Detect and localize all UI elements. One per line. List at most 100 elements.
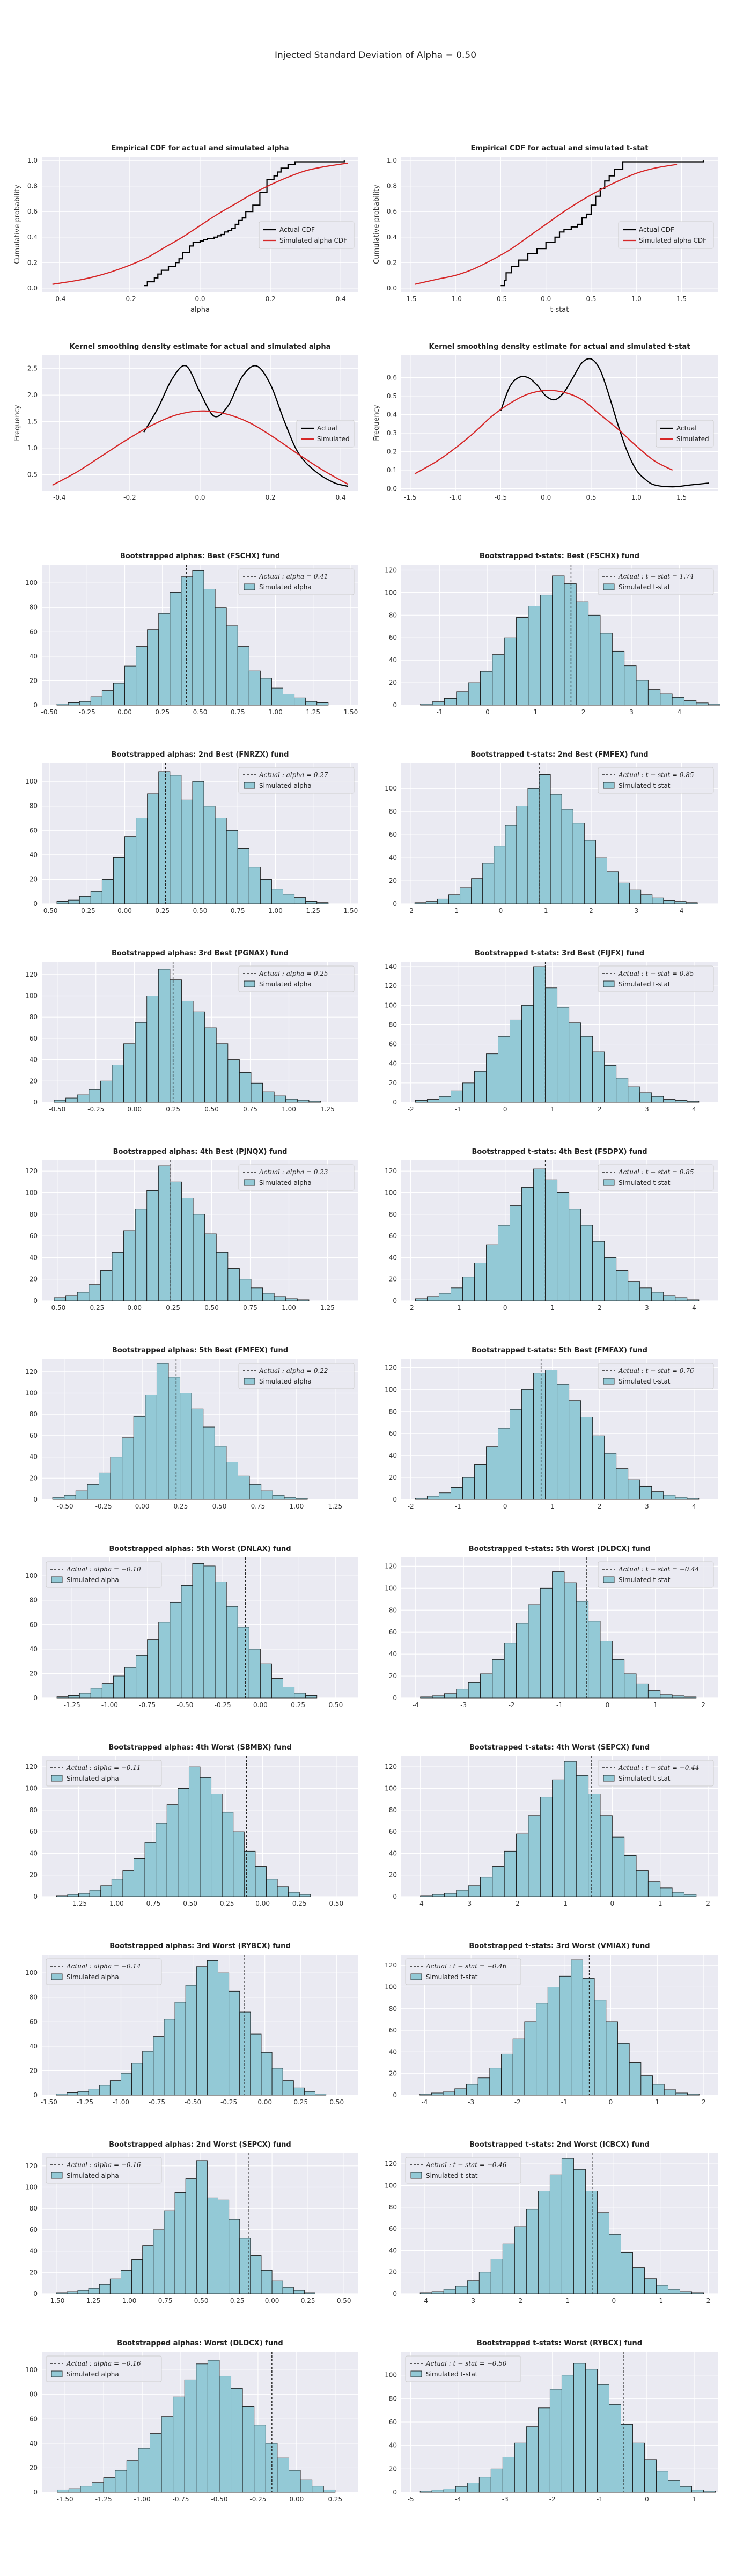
x-tick-label: 0.75 — [251, 1503, 266, 1510]
histogram-bar — [121, 2270, 132, 2294]
y-tick-label: 40 — [389, 854, 397, 861]
y-tick-label: 60 — [30, 1828, 38, 1835]
histogram-bar — [293, 2290, 305, 2294]
x-tick-label: -0.25 — [87, 1304, 104, 1312]
legend-box — [598, 767, 714, 794]
x-tick-label: 0.00 — [117, 708, 132, 716]
histogram-bar — [592, 1241, 605, 1301]
y-axis-label: Cumulative probability — [13, 185, 21, 264]
y-tick-label: 60 — [389, 634, 397, 641]
histogram-bar — [294, 897, 306, 904]
histogram-bar — [482, 863, 495, 904]
histogram-bar — [576, 1775, 589, 1897]
x-tick-label: 0.50 — [204, 1304, 219, 1312]
y-tick-label: 40 — [389, 1650, 397, 1658]
histogram-bar — [121, 2073, 132, 2096]
histogram-bar — [274, 1095, 286, 1103]
y-tick-label: 0 — [393, 900, 397, 908]
legend-label: Actual CDF — [639, 226, 674, 233]
x-tick-label: -0.25 — [95, 1503, 112, 1510]
histogram-bar — [660, 1694, 673, 1699]
legend-label: Actual — [317, 425, 337, 432]
x-tick-label: 0.25 — [155, 907, 170, 914]
histogram-bar — [237, 646, 249, 706]
x-tick-label: 0.4 — [336, 295, 346, 303]
y-tick-label: 60 — [30, 826, 38, 834]
x-tick-label: 1.25 — [320, 1304, 335, 1312]
panel-title: Empirical CDF for actual and simulated a… — [112, 144, 289, 152]
x-tick-label: -4 — [417, 1900, 424, 1907]
y-tick-label: 40 — [30, 2440, 38, 2447]
histogram-bar — [426, 1099, 439, 1103]
histogram-bar — [90, 1688, 102, 1699]
x-tick-label: -0.25 — [87, 1106, 104, 1113]
y-tick-label: 100 — [25, 778, 38, 785]
y-tick-label: 60 — [389, 1828, 397, 1835]
histogram-bar — [612, 1836, 625, 1897]
histogram-bar — [640, 2075, 653, 2096]
y-tick-label: 0.3 — [387, 429, 397, 437]
x-tick-label: 1.50 — [344, 907, 358, 914]
x-tick-label: -4 — [455, 2496, 461, 2503]
legend-swatch — [244, 1179, 255, 1186]
y-tick-label: 0.4 — [27, 233, 38, 241]
histogram-bar — [64, 1495, 76, 1500]
x-tick-label: 0.00 — [135, 1503, 150, 1510]
y-tick-label: 80 — [389, 2005, 397, 2012]
histogram-bar — [88, 2288, 100, 2294]
panel-title: Bootstrapped t-stats: Best (FSCHX) fund — [480, 552, 639, 560]
histogram-bar — [142, 2051, 154, 2096]
x-tick-label: -1.50 — [48, 2297, 64, 2304]
y-tick-label: 60 — [30, 1035, 38, 1042]
histogram-bar — [552, 1779, 565, 1897]
series-line — [414, 390, 673, 474]
histogram-bar — [250, 2255, 262, 2294]
histogram-bar — [561, 2158, 574, 2294]
histogram-bar — [56, 1696, 69, 1699]
histogram-bar — [133, 1416, 146, 1500]
histogram-bar — [573, 2363, 586, 2493]
x-tick-label: 1.25 — [306, 907, 320, 914]
histogram-bar — [456, 1689, 469, 1699]
legend-swatch — [410, 2172, 422, 2179]
legend-swatch — [51, 2370, 63, 2377]
histogram-bar — [144, 1842, 157, 1897]
histogram-bar — [528, 606, 541, 706]
x-tick-label: -0.50 — [49, 1304, 65, 1312]
histogram-bar — [674, 901, 687, 904]
histogram-bar — [443, 2489, 456, 2493]
x-tick-label: 0.2 — [266, 295, 276, 303]
legend-label: Actual : alpha = −0.16 — [66, 2360, 141, 2367]
x-tick-label: 4 — [692, 1106, 696, 1113]
x-tick-label: -0.50 — [41, 907, 58, 914]
histogram-bar — [238, 1475, 250, 1500]
histogram-bar — [609, 2404, 621, 2493]
y-tick-label: 80 — [389, 2395, 397, 2402]
histogram-bar — [533, 1168, 546, 1301]
histogram-bar — [181, 799, 193, 904]
histogram-bar — [89, 1890, 101, 1897]
x-tick-label: -1 — [455, 1106, 461, 1113]
histogram-bar — [572, 823, 585, 904]
y-tick-label: 40 — [30, 1849, 38, 1857]
x-tick-label: -1.50 — [41, 2098, 57, 2106]
histogram-bar — [156, 1363, 169, 1500]
histogram-bar — [502, 2243, 515, 2294]
x-tick-label: 1 — [655, 2098, 659, 2106]
histogram-bar — [207, 2197, 218, 2294]
histogram-bar — [597, 2212, 609, 2294]
x-tick-label: -0.50 — [176, 1701, 193, 1709]
y-tick-label: 40 — [30, 1645, 38, 1653]
histogram-bar — [260, 879, 272, 904]
y-tick-label: 0 — [33, 2290, 38, 2297]
histogram-bar — [480, 1673, 493, 1699]
legend: Actual : alpha = −0.16 Simulated alpha — [46, 2355, 162, 2382]
histogram-bar — [77, 2091, 89, 2096]
legend: Actual : t − stat = 0.85 Simulated t-stat — [598, 767, 714, 794]
x-tick-label: -0.25 — [79, 708, 95, 716]
x-tick-label: 1.5 — [676, 295, 687, 303]
histogram-bar — [153, 2036, 165, 2096]
legend-swatch — [244, 583, 255, 590]
legend-box — [656, 420, 714, 448]
histogram-bar — [462, 1477, 475, 1500]
